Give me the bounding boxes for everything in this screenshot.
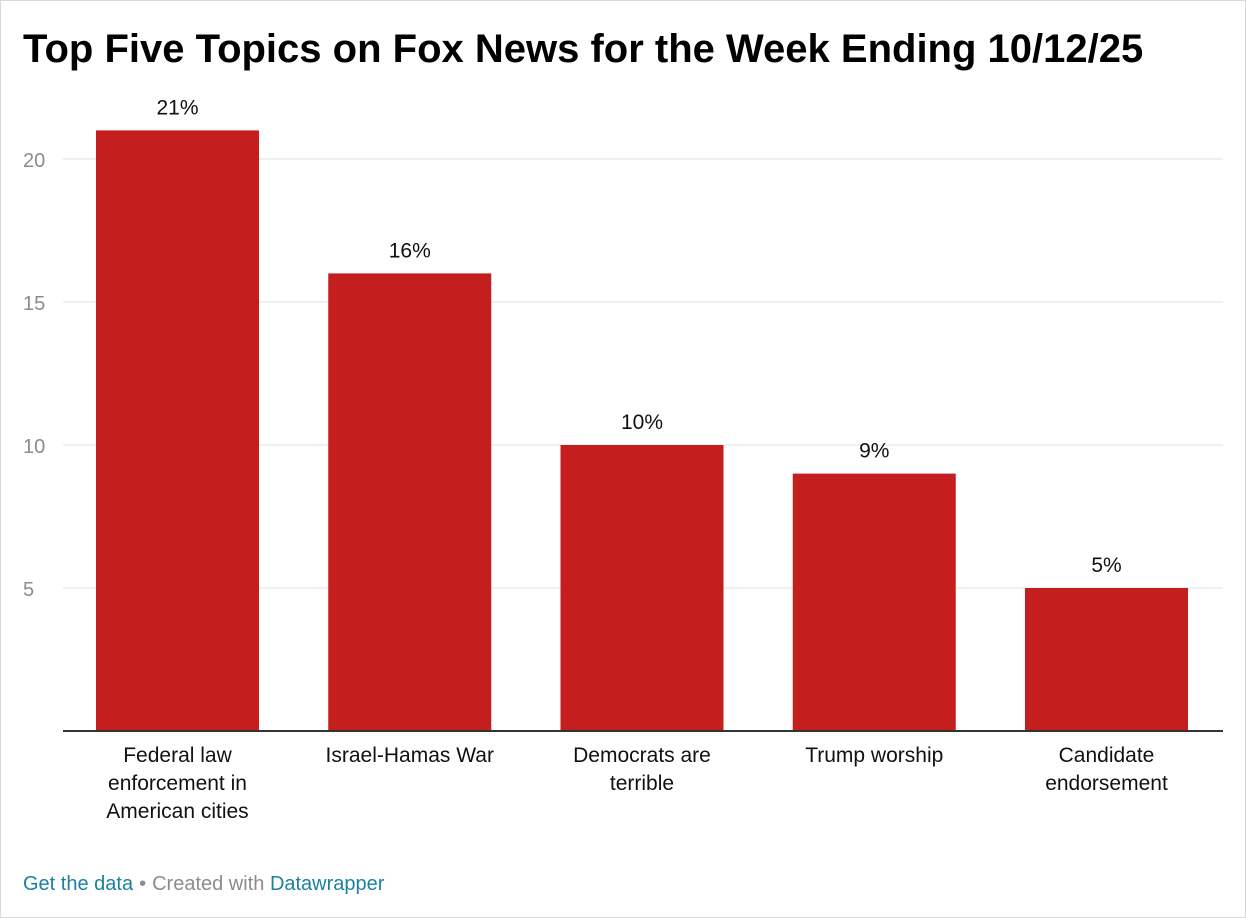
bar [1025, 588, 1188, 731]
y-tick-label: 5 [23, 579, 34, 601]
x-tick-label: Federal law enforcement in American cities [106, 744, 248, 823]
y-tick-label: 10 [23, 436, 45, 458]
x-tick-label: Trump worship [805, 744, 943, 767]
x-tick-label: Candidate endorsement [1045, 744, 1168, 795]
bar [96, 130, 259, 731]
y-tick-label: 15 [23, 293, 45, 315]
bar-value-label: 9% [859, 440, 889, 463]
bar-value-label: 5% [1091, 554, 1121, 577]
y-tick-label: 20 [23, 150, 45, 172]
datawrapper-link[interactable]: Datawrapper [269, 873, 385, 895]
chart-title: Top Five Topics on Fox News for the Week… [23, 27, 1144, 71]
footer-separator: • [139, 873, 147, 895]
chart-footer: Get the data • Created with Datawrapper [23, 871, 384, 897]
get-the-data-link[interactable]: Get the data [23, 873, 134, 895]
bar [328, 273, 492, 731]
bar [560, 445, 724, 731]
bar [792, 473, 956, 731]
x-tick-label: Democrats are terrible [573, 744, 711, 795]
bar-value-label: 16% [389, 239, 431, 262]
created-with-text: Created with [152, 873, 265, 895]
bar-value-label: 21% [156, 96, 198, 119]
bar-value-label: 10% [621, 411, 663, 434]
x-tick-label: Israel-Hamas War [326, 744, 494, 767]
